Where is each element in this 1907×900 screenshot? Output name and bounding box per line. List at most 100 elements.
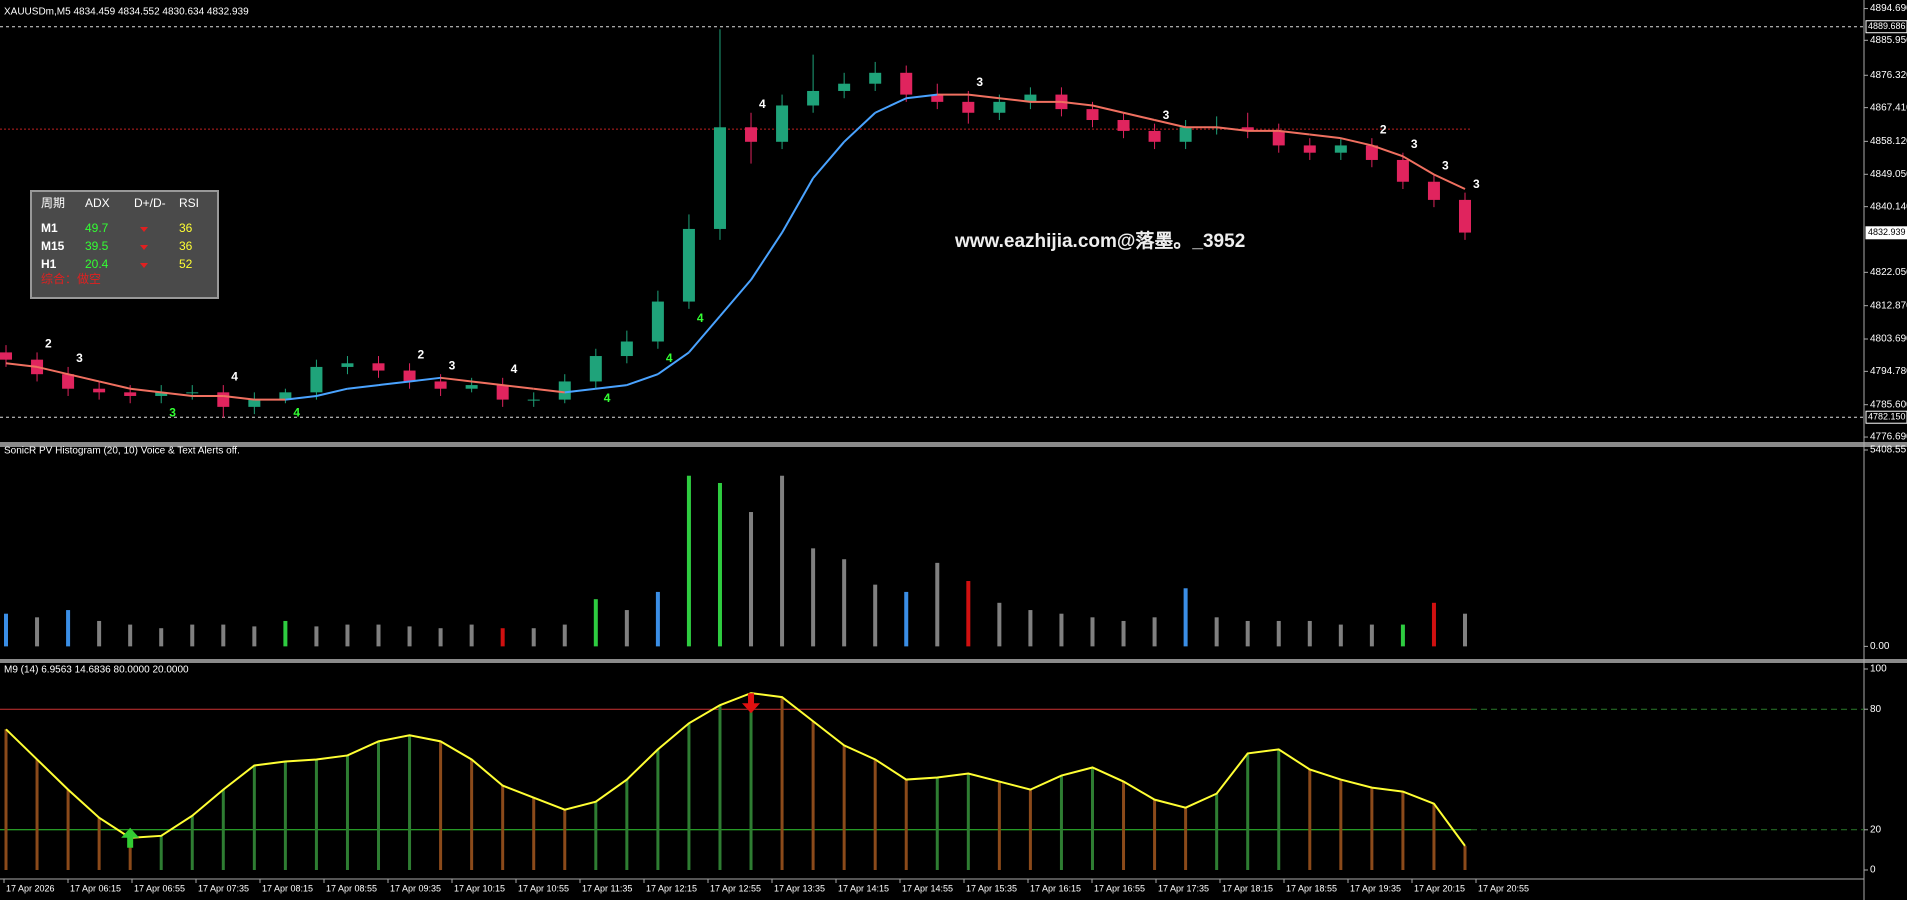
histogram-bar bbox=[655, 591, 660, 647]
histogram-bar bbox=[190, 624, 195, 647]
panel-title: M9 (14) 6.9563 14.6836 80.0000 20.0000 bbox=[4, 665, 189, 676]
time-label: 17 Apr 2026 bbox=[6, 883, 55, 893]
candle-body bbox=[372, 363, 385, 371]
histogram-bar bbox=[1090, 617, 1095, 647]
candle-body bbox=[1024, 94, 1037, 102]
histogram-bar bbox=[842, 559, 847, 647]
osc-line bbox=[5, 692, 1466, 847]
candle-body bbox=[931, 94, 944, 102]
moving-average bbox=[1061, 100, 1093, 107]
moving-average bbox=[1123, 111, 1155, 121]
moving-average bbox=[471, 380, 503, 387]
moving-average bbox=[657, 351, 690, 376]
moving-average bbox=[843, 112, 876, 143]
candle-body bbox=[558, 381, 571, 400]
time-label: 17 Apr 10:55 bbox=[518, 883, 569, 893]
time-label: 17 Apr 20:15 bbox=[1414, 883, 1465, 893]
info-rsi: 52 bbox=[179, 257, 193, 271]
candle-body bbox=[620, 341, 633, 357]
moving-average bbox=[502, 384, 534, 390]
candle-body bbox=[713, 127, 726, 229]
candle-body bbox=[682, 228, 695, 302]
candle-body bbox=[1459, 199, 1471, 233]
moving-average bbox=[906, 93, 938, 100]
moving-average bbox=[750, 232, 783, 281]
candle-body bbox=[776, 105, 789, 142]
histogram-bar bbox=[1152, 617, 1157, 647]
candle-body bbox=[310, 366, 323, 393]
signal-label: 3 bbox=[1442, 159, 1449, 173]
signal-label: 4 bbox=[697, 311, 704, 325]
candle-body bbox=[1148, 130, 1161, 142]
time-label: 17 Apr 06:55 bbox=[134, 883, 185, 893]
histogram-bar bbox=[376, 624, 381, 647]
signal-label: 3 bbox=[449, 358, 456, 372]
moving-average bbox=[223, 394, 255, 401]
time-label: 17 Apr 16:55 bbox=[1094, 883, 1145, 893]
time-label: 17 Apr 19:35 bbox=[1350, 883, 1401, 893]
time-label: 17 Apr 14:55 bbox=[902, 883, 953, 893]
histogram-bar bbox=[1369, 624, 1374, 647]
histogram-bar bbox=[35, 617, 40, 647]
info-header: RSI bbox=[179, 196, 199, 210]
signal-label: 3 bbox=[76, 351, 83, 365]
info-period: M15 bbox=[41, 239, 65, 253]
moving-average bbox=[968, 93, 1000, 100]
histogram-bar bbox=[314, 626, 319, 647]
candle-body bbox=[496, 385, 509, 400]
moving-average bbox=[161, 391, 193, 397]
y-tick-label: 5408.55 bbox=[1870, 445, 1907, 456]
moving-average bbox=[1309, 133, 1341, 140]
y-tick-label: 4812.870 bbox=[1870, 300, 1907, 311]
chart-header: XAUUSDm,M5 4834.459 4834.552 4830.634 48… bbox=[4, 7, 249, 18]
signal-label: 2 bbox=[418, 347, 425, 361]
time-label: 17 Apr 18:15 bbox=[1222, 883, 1273, 893]
candle-body bbox=[434, 381, 447, 389]
price-label: 4832.939 bbox=[1868, 227, 1906, 237]
buy-arrow bbox=[121, 827, 140, 848]
moving-average bbox=[812, 141, 845, 179]
time-label: 17 Apr 07:35 bbox=[198, 883, 249, 893]
candle-body bbox=[217, 392, 230, 407]
signal-label: 3 bbox=[1473, 177, 1480, 191]
y-tick-label: 4794.780 bbox=[1870, 366, 1907, 377]
y-tick-label: 4858.120 bbox=[1870, 136, 1907, 147]
candle-body bbox=[527, 399, 540, 401]
histogram-bar bbox=[811, 548, 816, 647]
histogram-bar bbox=[1245, 620, 1250, 647]
signal-label: 4 bbox=[511, 362, 518, 376]
histogram-bar bbox=[1214, 617, 1219, 647]
time-label: 17 Apr 15:35 bbox=[966, 883, 1017, 893]
signal-label: 4 bbox=[666, 351, 673, 365]
histogram-bar bbox=[438, 628, 443, 647]
moving-average bbox=[533, 387, 565, 394]
histogram-bar bbox=[562, 624, 567, 647]
y-tick-label: 100 bbox=[1870, 664, 1887, 675]
histogram-bar bbox=[97, 620, 102, 647]
candle-body bbox=[124, 392, 137, 396]
histogram-bar bbox=[966, 581, 971, 647]
candle-body bbox=[962, 101, 975, 113]
panel-separator bbox=[0, 442, 1907, 447]
histogram-bar bbox=[1400, 624, 1405, 647]
signal-label: 4 bbox=[604, 391, 611, 405]
signal-label: 3 bbox=[169, 405, 176, 419]
moving-average bbox=[1402, 155, 1435, 176]
candle-body bbox=[1303, 145, 1316, 153]
candle-body bbox=[838, 83, 851, 91]
moving-average bbox=[564, 387, 596, 394]
price-label: 4782.150 bbox=[1868, 412, 1906, 422]
candle-body bbox=[341, 363, 354, 367]
time-label: 17 Apr 12:55 bbox=[710, 883, 761, 893]
histogram-bar bbox=[469, 624, 474, 647]
info-period: H1 bbox=[41, 257, 57, 271]
moving-average bbox=[316, 387, 348, 397]
signal-label: 4 bbox=[293, 405, 300, 419]
time-label: 17 Apr 11:35 bbox=[582, 883, 632, 893]
candle-body bbox=[465, 385, 478, 389]
moving-average bbox=[347, 384, 379, 390]
histogram-bar bbox=[1028, 610, 1033, 647]
info-arrow bbox=[140, 263, 148, 268]
time-label: 17 Apr 17:35 bbox=[1158, 883, 1209, 893]
